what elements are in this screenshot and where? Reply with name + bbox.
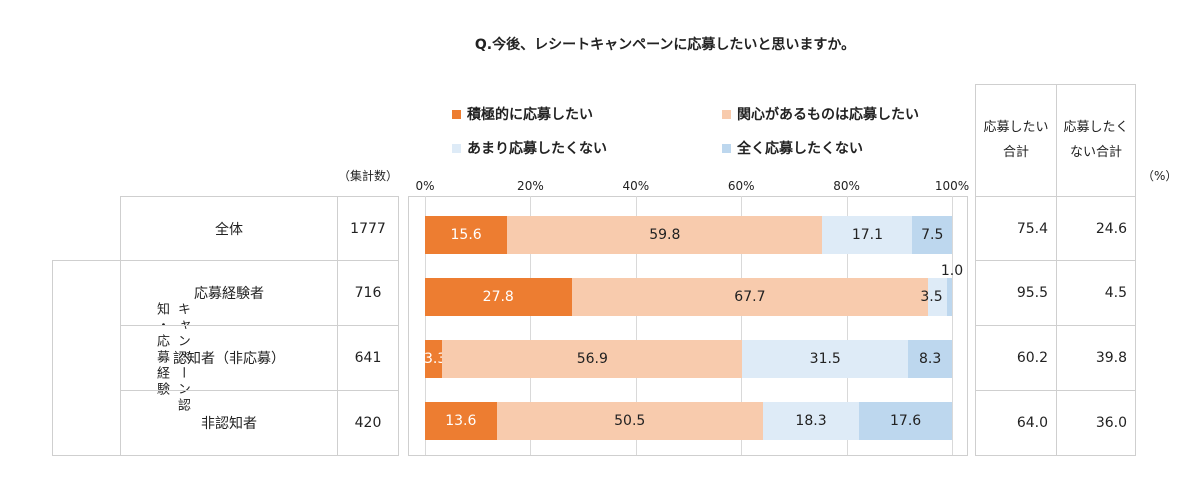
total-notwant-3: 36.0 (1056, 390, 1136, 456)
bar-segment (496, 402, 763, 440)
total-notwant-0: 24.6 (1056, 196, 1136, 261)
x-tick-label: 0% (415, 179, 435, 193)
count-unit-label: （集計数） (338, 169, 399, 183)
gridline (530, 196, 532, 455)
gridline (846, 196, 848, 455)
legend-entry-s4: 全く応募したくない (722, 138, 863, 158)
data-label: 67.7 (734, 289, 766, 305)
data-label: 3.5 (920, 289, 943, 305)
col-header-want: 応募したい 合計 (975, 84, 1057, 197)
legend-label: 関心があるものは応募したい (737, 107, 919, 123)
x-tick-label: 40% (622, 179, 650, 193)
total-want-0: 75.4 (975, 196, 1057, 261)
total-want-2: 60.2 (975, 325, 1057, 391)
data-label: 50.5 (614, 413, 646, 429)
legend-entry-s3: あまり応募したくない (452, 138, 607, 158)
row-count-aware: 641 (337, 325, 399, 391)
legend-label: 全く応募したくない (737, 141, 863, 157)
data-label: 15.6 (450, 227, 482, 243)
row-label-aware: 認知者（非応募） (120, 325, 338, 391)
group-label-right: キャンペーン認 (174, 302, 190, 414)
bar-segment (742, 340, 909, 378)
bar-segment (822, 216, 913, 254)
legend-swatch (722, 143, 731, 153)
total-notwant-1: 4.5 (1056, 260, 1136, 326)
legend-entry-s1: 積極的に応募したい (452, 104, 593, 124)
x-tick-label: 20% (517, 179, 544, 193)
x-tick-label: 100% (934, 179, 970, 193)
bar-segment (946, 278, 952, 316)
data-label: 56.9 (576, 351, 608, 367)
bar-segment (425, 278, 572, 316)
data-label: 17.6 (890, 413, 922, 429)
gridline (741, 196, 743, 455)
col-header-notwant: 応募したく ない合計 (1056, 84, 1136, 197)
group-label-left: 知・応募経験 (153, 302, 169, 398)
data-label: 17.1 (851, 227, 883, 243)
gridline (952, 196, 953, 455)
gridline (635, 196, 637, 455)
gridline (425, 196, 426, 455)
legend-swatch (722, 109, 731, 119)
row-count-experienced: 716 (337, 260, 399, 326)
bar-segment (442, 340, 743, 378)
percent-unit-label: （%） (1142, 169, 1178, 183)
legend-label: 積極的に応募したい (467, 107, 593, 123)
row-count-unaware: 420 (337, 390, 399, 456)
bar-segment (912, 216, 952, 254)
bar-segment (908, 340, 952, 378)
bar-segment (762, 402, 860, 440)
data-label: 31.5 (809, 351, 841, 367)
legend-swatch (452, 109, 461, 119)
row-label-unaware: 非認知者 (120, 390, 338, 456)
data-label: 13.6 (445, 413, 477, 429)
data-label: 18.3 (795, 413, 827, 429)
row-label-total: 全体 (120, 196, 338, 261)
total-want-3: 64.0 (975, 390, 1057, 456)
legend-swatch (452, 143, 461, 153)
legend-label: あまり応募したくない (467, 141, 607, 157)
x-tick-label: 60% (727, 179, 755, 193)
x-tick-label: 80% (833, 179, 860, 193)
data-label: 7.5 (921, 227, 944, 243)
chart-title: Q.今後、レシートキャンペーンに応募したいと思いますか。 (474, 37, 856, 53)
chart-plot-frame (408, 196, 968, 456)
data-label: 1.0 (940, 263, 964, 279)
bar-segment (571, 278, 929, 316)
total-notwant-2: 39.8 (1056, 325, 1136, 391)
data-label: 59.8 (649, 227, 681, 243)
data-label: 8.3 (918, 351, 942, 367)
legend-entry-s2: 関心があるものは応募したい (722, 104, 919, 124)
bar-segment (928, 278, 947, 316)
bar-segment (425, 216, 508, 254)
data-label: 27.8 (482, 289, 514, 305)
bar-segment (425, 402, 497, 440)
bar-segment (425, 340, 443, 378)
data-label: 3.3 (424, 351, 447, 367)
group-label-cell: キャンペーン認 知・応募経験 (52, 260, 190, 456)
row-label-experienced: 応募経験者 (120, 260, 338, 326)
total-want-1: 95.5 (975, 260, 1057, 326)
bar-segment (859, 402, 952, 440)
row-count-total: 1777 (337, 196, 399, 261)
bar-segment (507, 216, 823, 254)
